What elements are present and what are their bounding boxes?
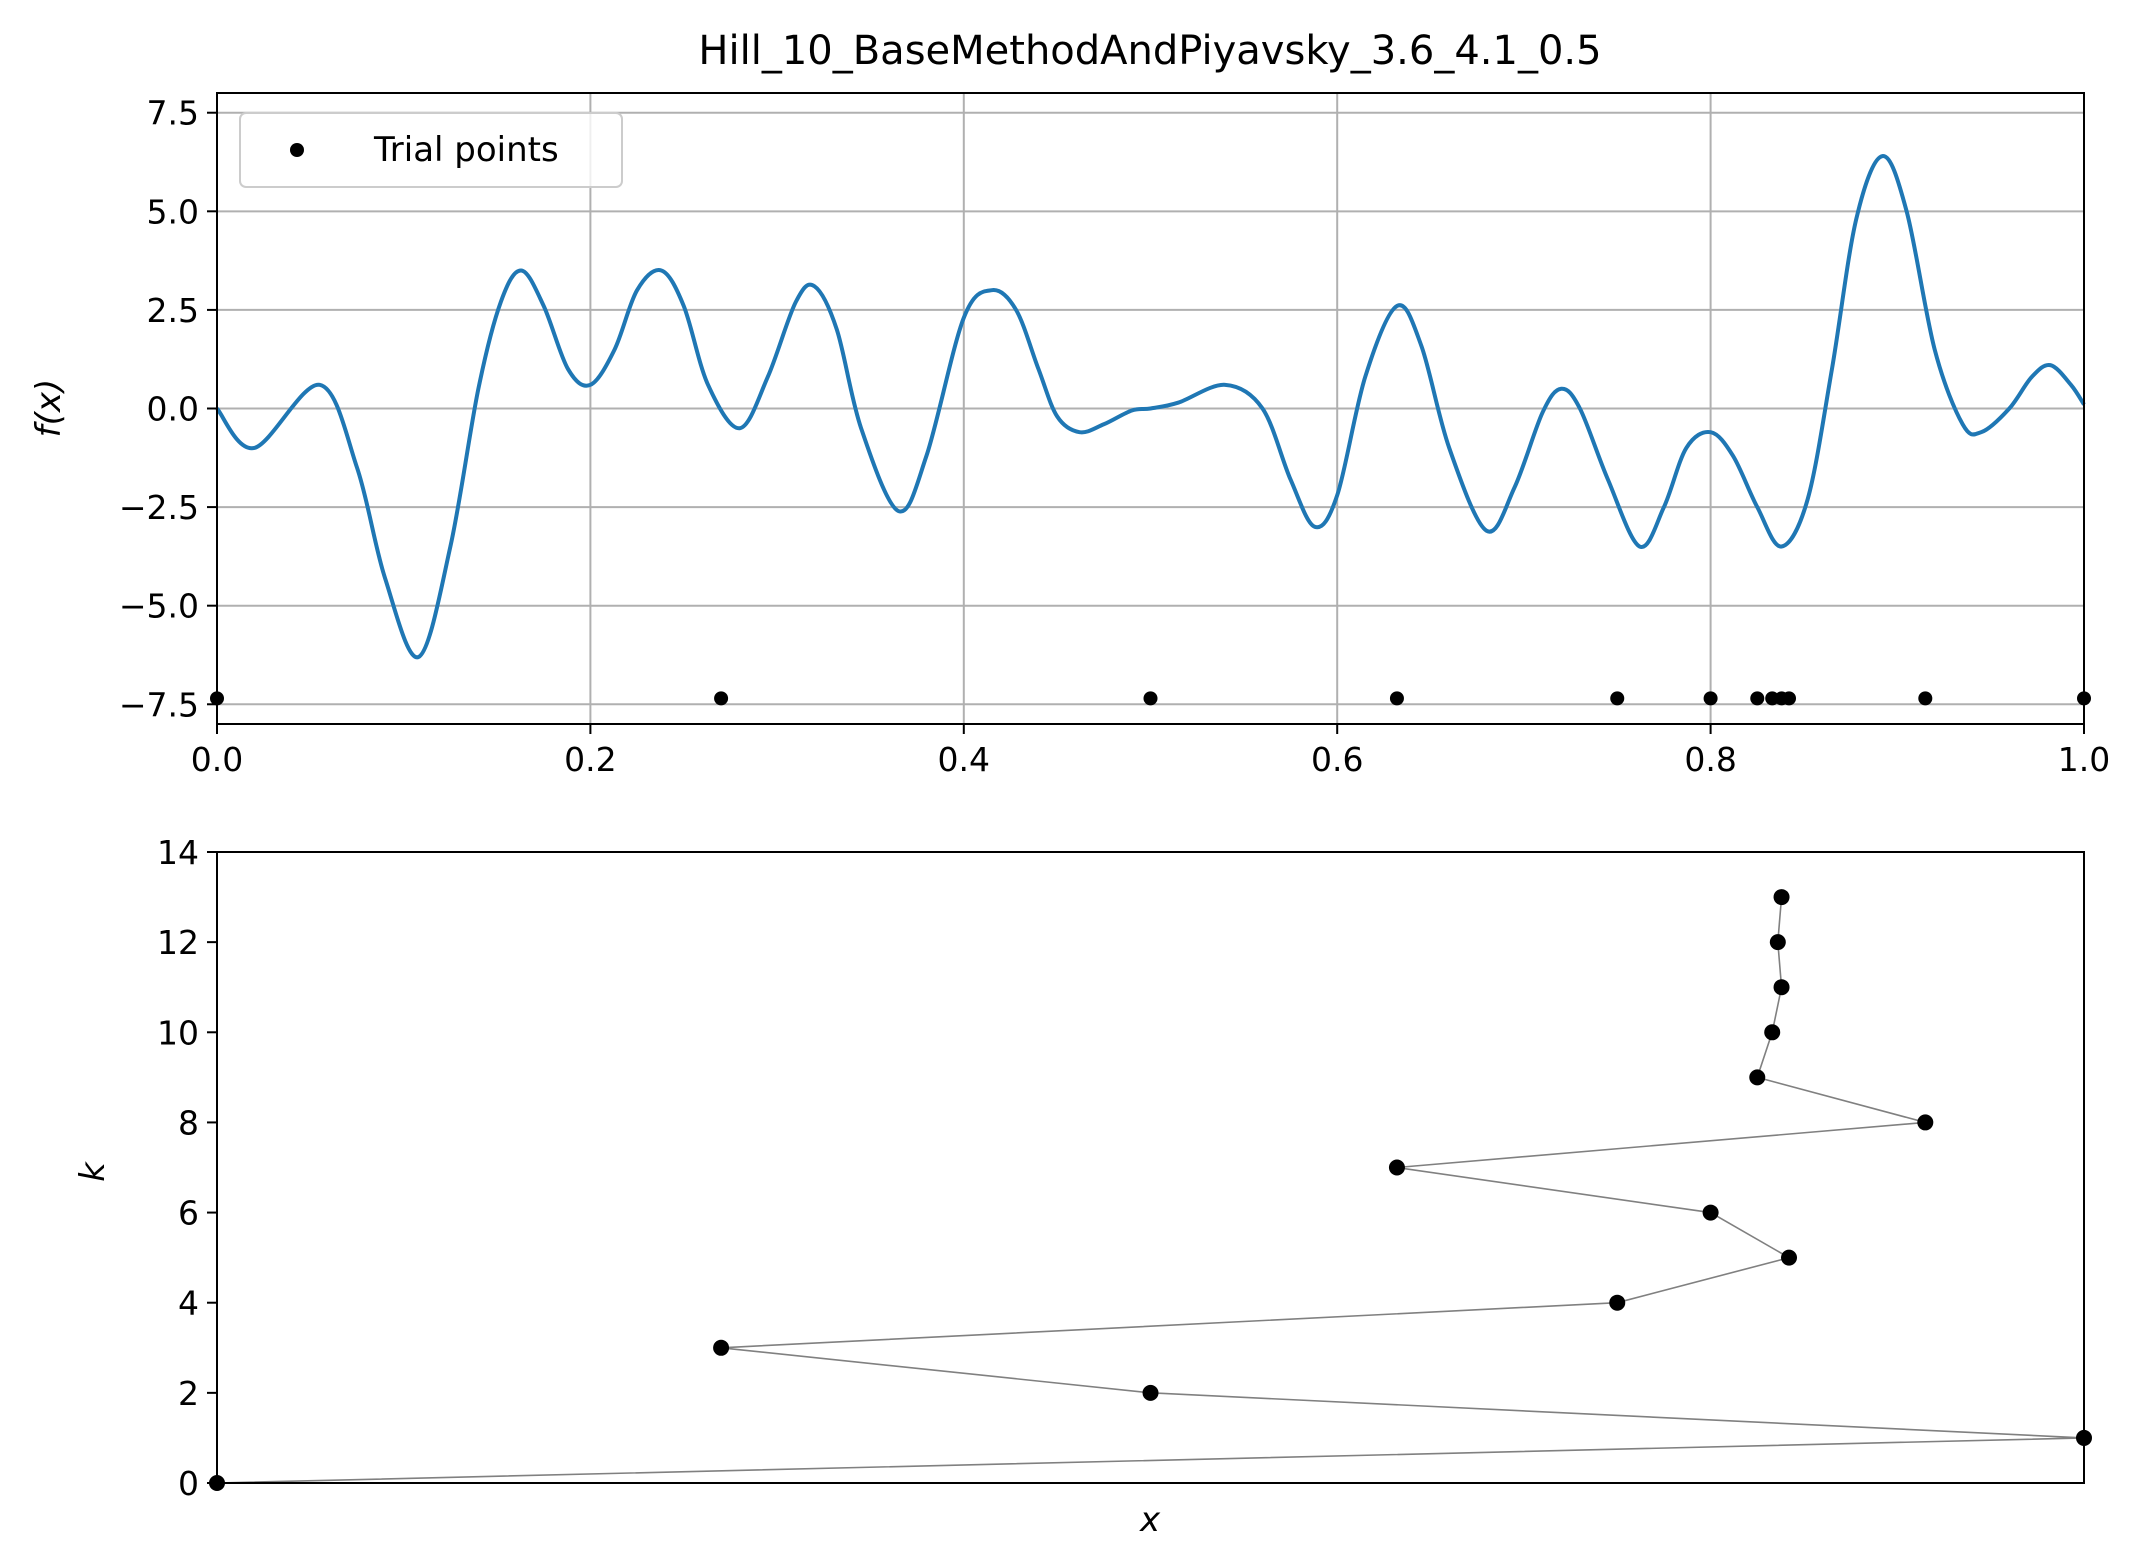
function-curve — [215, 154, 2086, 659]
trajectory-point-12 — [1769, 934, 1786, 951]
top-x-ticks: 0.0 0.2 0.4 0.6 0.8 1.0 — [191, 724, 2110, 779]
trial-point-9 — [1782, 691, 1797, 706]
top-x-tick-label-3: 0.6 — [1311, 740, 1363, 779]
bottom-axes-frame — [216, 851, 2085, 1484]
top-x-tick-label-1: 0.2 — [564, 740, 616, 779]
top-y-ticks: 7.5 5.0 2.5 0.0 −2.5 −5.0 −7.5 — [119, 94, 217, 724]
trajectory-point-3 — [713, 1339, 730, 1356]
trajectory-point-9 — [1749, 1069, 1766, 1086]
trial-point-6 — [1750, 691, 1765, 706]
trial-point-1 — [714, 691, 729, 706]
bottom-y-tick-label-5: 10 — [157, 1013, 199, 1052]
trajectory-point-11 — [1773, 979, 1790, 996]
top-y-tick-label-0: 7.5 — [147, 94, 199, 133]
trajectory-point-10 — [1764, 1024, 1781, 1041]
bottom-y-tick-label-4: 8 — [178, 1103, 199, 1142]
top-y-tick-label-4: −2.5 — [119, 488, 199, 527]
bottom-y-tick-label-7: 14 — [157, 833, 199, 872]
trajectory-point-6 — [1702, 1204, 1719, 1221]
bottom-y-tick-label-1: 2 — [178, 1374, 199, 1413]
bottom-x-axis-label: x — [1139, 1500, 1161, 1540]
bottom-y-ticks: 0 2 4 6 8 10 12 14 — [157, 833, 217, 1503]
bottom-y-tick-label-2: 4 — [178, 1284, 199, 1323]
top-x-tick-label-5: 1.0 — [2058, 740, 2110, 779]
trajectory-point-5 — [1781, 1249, 1798, 1266]
bottom-y-axis-label: k — [73, 1161, 113, 1182]
top-plot-area: 0.0 0.2 0.4 0.6 0.8 1.0 7.5 5.0 2.5 0.0 −2.5 −5.0 −… — [119, 92, 2110, 779]
top-y-tick-label-5: −5.0 — [119, 587, 199, 626]
bottom-y-tick-label-0: 0 — [178, 1464, 199, 1503]
trajectory-point-2 — [1142, 1384, 1159, 1401]
top-y-tick-label-3: 0.0 — [147, 390, 199, 429]
trajectory-point-4 — [1609, 1294, 1626, 1311]
trajectory-point-13 — [1773, 889, 1790, 906]
top-y-tick-label-2: 2.5 — [147, 291, 199, 330]
bottom-y-tick-label-3: 6 — [178, 1194, 199, 1233]
bottom-plot-area: 0 2 4 6 8 10 12 14 — [157, 833, 2092, 1503]
trial-point-2 — [1143, 691, 1158, 706]
bottom-trajectory-points — [209, 889, 2092, 1491]
trial-point-4 — [1610, 691, 1625, 706]
top-x-tick-label-4: 0.8 — [1684, 740, 1736, 779]
top-y-axis-label: f(x) — [29, 379, 69, 438]
top-x-tick-label-0: 0.0 — [191, 740, 243, 779]
legend: Trial points — [239, 112, 623, 188]
top-chart-title: Hill_10_BaseMethodAndPiyavsky_3.6_4.1_0.… — [698, 28, 1601, 74]
top-function-curve-group — [215, 154, 2086, 659]
trial-point-5 — [1703, 691, 1718, 706]
trial-point-10 — [1918, 691, 1933, 706]
bottom-y-tick-label-6: 12 — [157, 923, 199, 962]
top-trial-points — [210, 691, 2091, 706]
top-x-tick-label-2: 0.4 — [938, 740, 990, 779]
top-y-tick-label-1: 5.0 — [147, 192, 199, 231]
trial-point-3 — [1389, 691, 1404, 706]
legend-box — [239, 112, 623, 188]
top-y-tick-label-6: −7.5 — [119, 685, 199, 724]
legend-marker — [290, 143, 304, 157]
trajectory-point-8 — [1917, 1114, 1934, 1131]
trajectory-point-7 — [1388, 1159, 1405, 1176]
legend-entry-trial-points: Trial points — [373, 130, 559, 170]
